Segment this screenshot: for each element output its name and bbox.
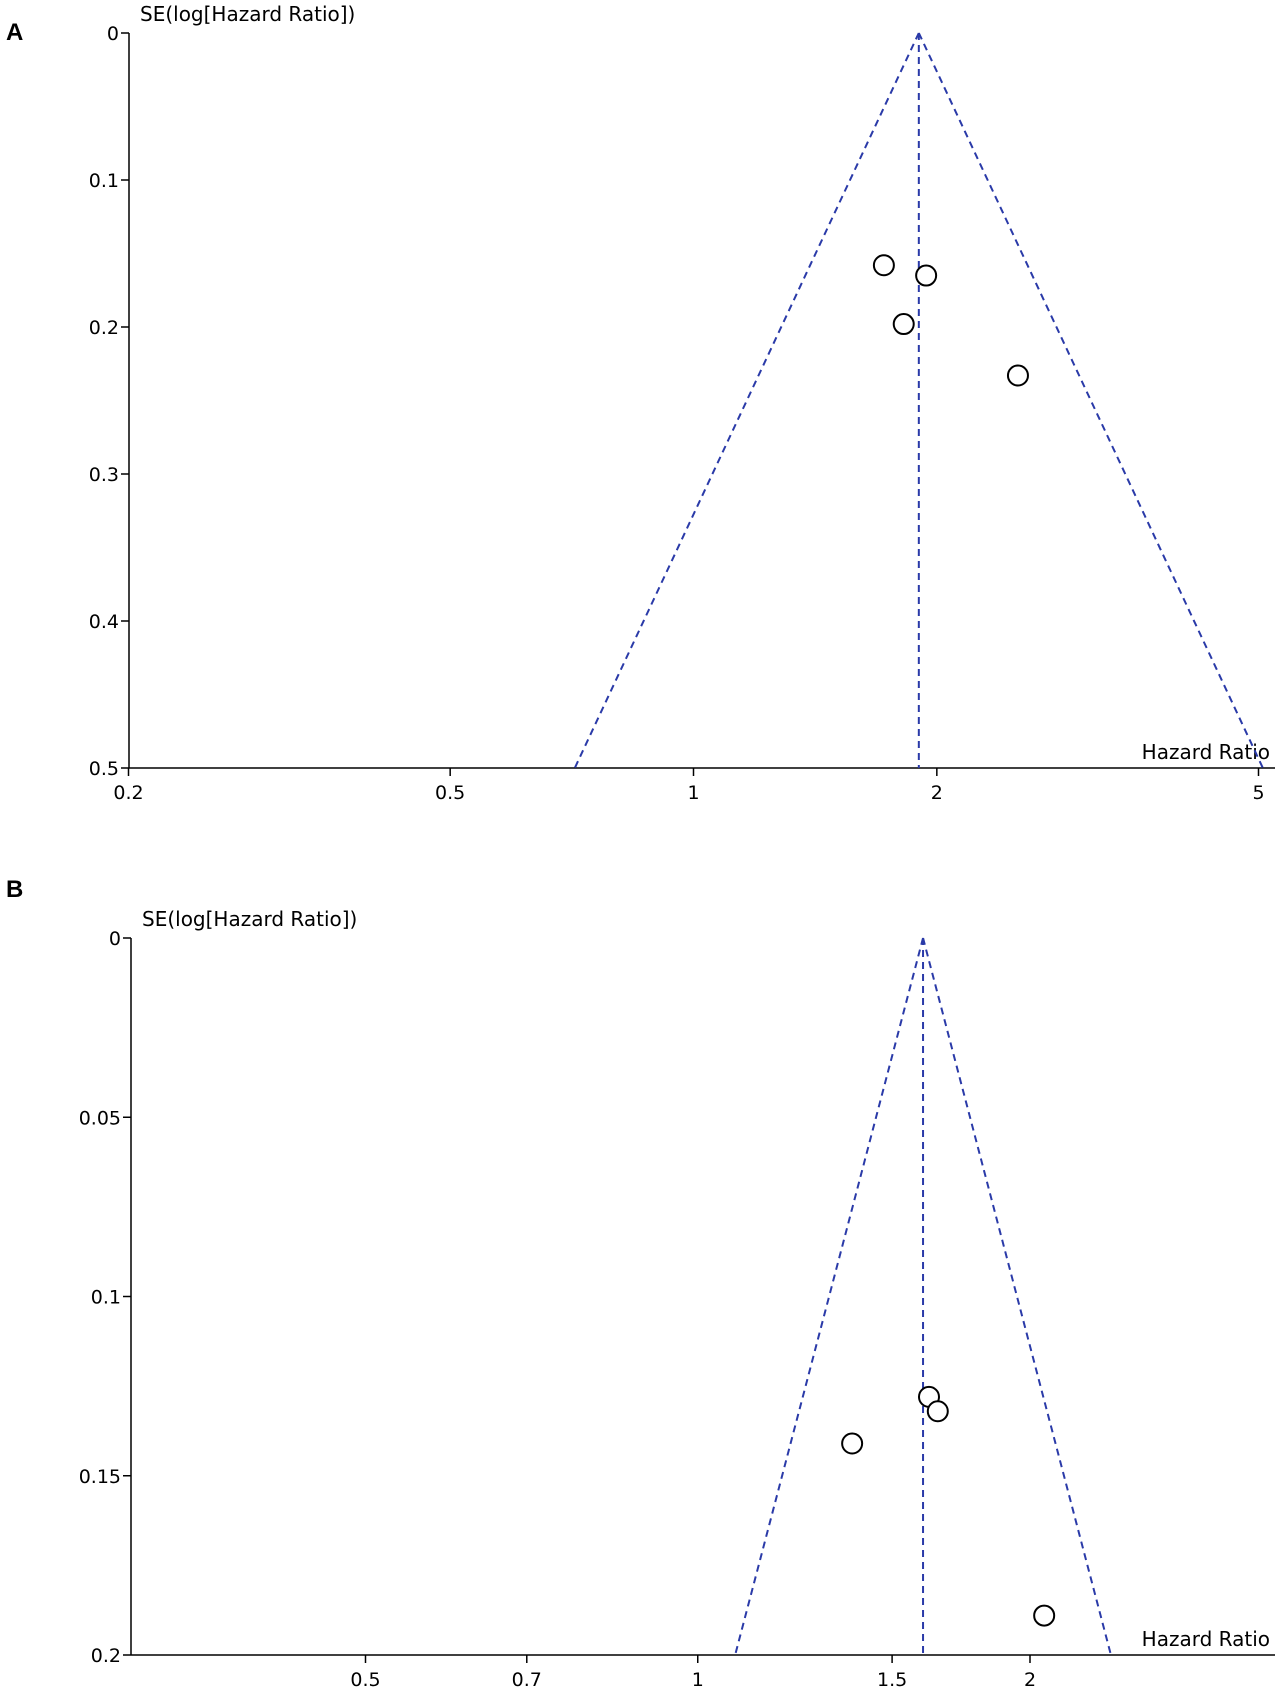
x-axis-title: Hazard Ratio <box>1142 740 1270 764</box>
y-tick-label: 0.1 <box>89 170 119 192</box>
study-point <box>1033 1604 1056 1627</box>
funnel-right-boundary <box>922 937 1112 1656</box>
study-point <box>926 1400 949 1423</box>
x-tick-label: 0.7 <box>512 1669 542 1690</box>
x-axis-title: Hazard Ratio <box>1142 1627 1270 1651</box>
y-tick-label: 0.4 <box>89 611 119 633</box>
x-tick-label: 0.5 <box>350 1669 380 1690</box>
funnel-left-boundary <box>573 32 920 769</box>
panel-label: B <box>6 876 23 903</box>
y-tick-label: 0.15 <box>79 1466 121 1488</box>
x-tick-label: 1 <box>692 1669 704 1690</box>
study-point <box>1006 364 1029 387</box>
x-tick-label: 2 <box>1024 1669 1036 1690</box>
study-point <box>915 264 938 287</box>
x-tick-label: 1 <box>687 782 699 804</box>
study-point <box>892 313 915 336</box>
y-tick-label: 0.2 <box>91 1645 121 1667</box>
x-tick-label: 5 <box>1252 782 1264 804</box>
funnel-plot-a: A 00.10.20.30.40.50.2 0.5 1 2 5SE(log[Hazard … <box>6 2 1275 804</box>
y-tick-label: 0 <box>107 23 119 45</box>
y-tick-label: 0.2 <box>89 317 119 339</box>
y-axis-title: SE(log[Hazard Ratio]) <box>142 907 357 931</box>
panel-label: A <box>6 19 23 46</box>
y-tick-label: 0.5 <box>89 758 119 780</box>
funnel-right-boundary <box>917 32 1264 769</box>
y-tick-label: 0.05 <box>79 1107 121 1129</box>
y-tick-label: 0.1 <box>91 1287 121 1309</box>
x-tick-label: 1.5 <box>877 1669 907 1690</box>
x-tick-label: 0.2 <box>113 782 143 804</box>
y-tick-label: 0.3 <box>89 464 119 486</box>
x-tick-label: 2 <box>931 782 943 804</box>
study-point <box>841 1432 864 1455</box>
y-tick-label: 0 <box>109 928 121 950</box>
funnel-plot-b: B 0 0.05 0.1 0.15 0.2 0.5 0.7 1 1.5 2 SE(log[Hazard… <box>6 876 1275 1690</box>
x-tick-label: 0.5 <box>435 782 465 804</box>
y-axis-title: SE(log[Hazard Ratio]) <box>140 2 355 26</box>
funnel-left-boundary <box>734 937 925 1656</box>
study-point <box>872 254 895 277</box>
